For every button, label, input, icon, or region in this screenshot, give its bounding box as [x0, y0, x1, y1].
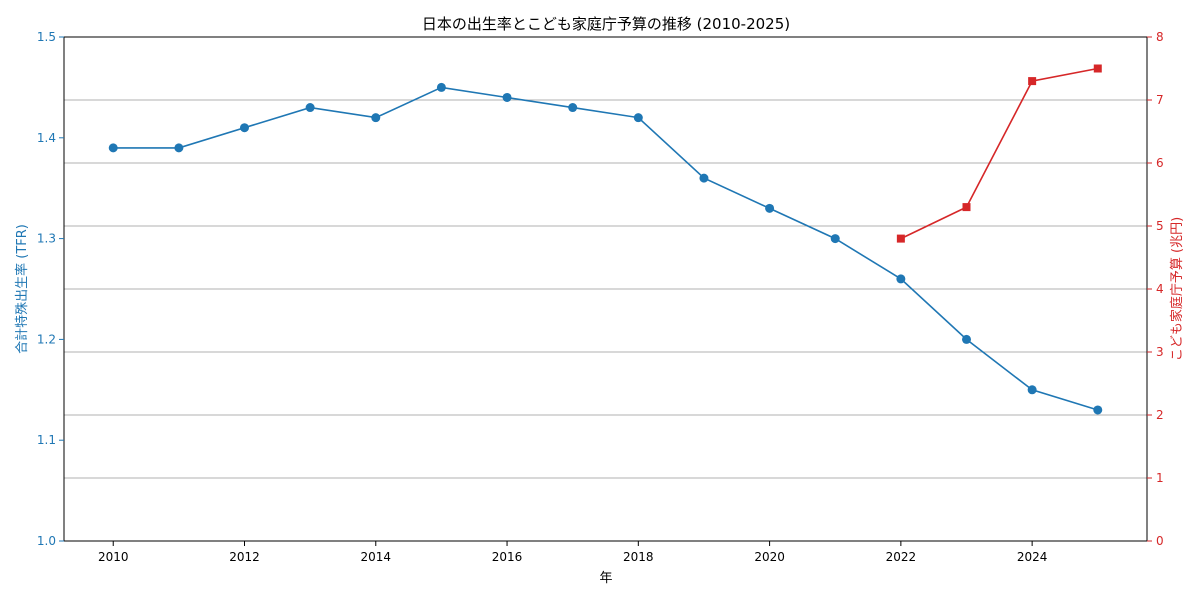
- x-tick-label: 2012: [229, 550, 260, 564]
- data-point-right: [962, 203, 971, 212]
- x-tick-label: 2020: [754, 550, 785, 564]
- data-point-left: [305, 103, 315, 113]
- data-point-left: [1027, 385, 1037, 395]
- y-right-axis-label: こども家庭庁予算 (兆円): [1169, 217, 1185, 361]
- data-point-left: [502, 92, 512, 102]
- data-point-left: [108, 143, 118, 153]
- y-right-tick-label: 1: [1156, 471, 1164, 485]
- x-tick-label: 2014: [360, 550, 391, 564]
- y-left-tick-label: 1.1: [37, 433, 56, 447]
- y-right-tick-label: 3: [1156, 345, 1164, 359]
- data-point-left: [1093, 405, 1103, 415]
- data-point-right: [1028, 77, 1037, 86]
- y-left-tick-label: 1.0: [37, 534, 56, 548]
- data-point-left: [240, 123, 249, 133]
- x-tick-label: 2010: [98, 550, 129, 564]
- data-point-left: [896, 274, 906, 284]
- y-left-tick-label: 1.4: [37, 131, 56, 145]
- x-tick-label: 2016: [492, 550, 523, 564]
- y-right-tick-label: 0: [1156, 534, 1164, 548]
- data-point-left: [962, 334, 971, 344]
- y-right-tick-label: 5: [1156, 219, 1164, 233]
- data-point-left: [371, 113, 381, 123]
- y-left-axis: 1.0 1.1 1.2 1.3 1.4 1.5: [37, 30, 64, 548]
- data-point-right: [896, 234, 905, 243]
- data-point-left: [436, 82, 446, 92]
- y-right-tick-label: 2: [1156, 408, 1164, 422]
- y-right-tick-label: 8: [1156, 30, 1164, 44]
- data-point-left: [633, 113, 643, 123]
- data-point-right: [1093, 64, 1102, 73]
- chart-title: 日本の出生率とこども家庭庁予算の推移 (2010-2025): [422, 15, 790, 33]
- y-left-axis-label: 合計特殊出生率 (TFR): [14, 224, 30, 354]
- x-tick-label: 2018: [623, 550, 654, 564]
- x-tick-label: 2024: [1017, 550, 1048, 564]
- y-right-axis: 0 1 2 3 4 5 6 7 8: [1147, 30, 1164, 548]
- y-left-tick-label: 1.3: [37, 232, 56, 246]
- y-right-tick-label: 7: [1156, 93, 1164, 107]
- data-point-left: [174, 143, 184, 153]
- y-right-tick-label: 6: [1156, 156, 1164, 170]
- x-tick-label: 2022: [886, 550, 917, 564]
- series-layer: [108, 64, 1103, 415]
- y-right-tick-label: 4: [1156, 282, 1164, 296]
- data-point-left: [568, 103, 578, 113]
- data-point-left: [765, 203, 775, 213]
- data-point-left: [699, 173, 709, 183]
- y-left-tick-label: 1.5: [37, 30, 56, 44]
- series-line-right: [900, 67, 1098, 240]
- x-axis: 2010 2012 2014 2016 2018 2020 2022 2024: [98, 541, 1047, 564]
- data-point-left: [830, 234, 840, 244]
- y-left-tick-label: 1.2: [37, 332, 56, 346]
- series-line-left: [113, 86, 1099, 411]
- x-axis-label: 年: [599, 571, 612, 586]
